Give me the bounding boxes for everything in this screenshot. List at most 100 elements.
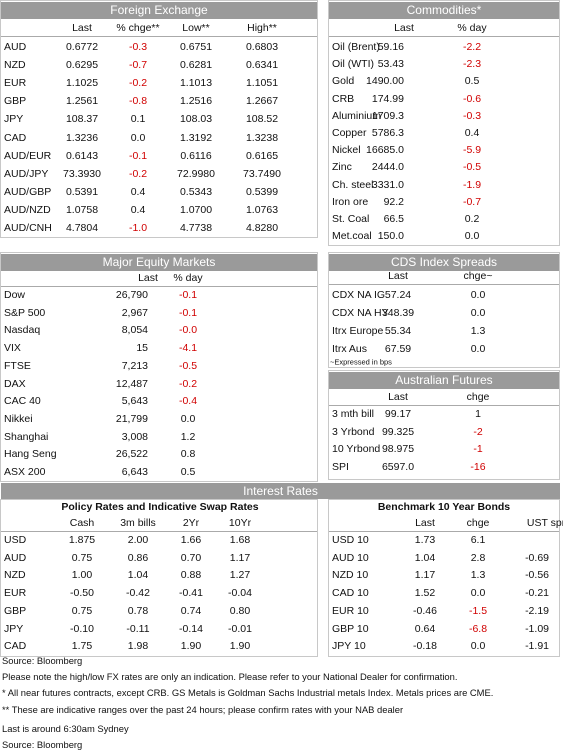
row-label: AUD/CNH (4, 222, 52, 234)
header-rule (329, 405, 559, 406)
footnote: Last is around 6:30am Sydney (2, 723, 129, 734)
cell-value: 0.0 (470, 587, 486, 600)
cell-value: 150.0 (377, 230, 404, 243)
column-header: 2Yr (182, 517, 200, 529)
row-label: S&P 500 (4, 306, 46, 319)
section-title: Foreign Exchange (1, 2, 317, 19)
row-label: USD 10 (332, 534, 369, 546)
row-label: 3 mth bill (332, 408, 375, 420)
cell-value: 4.7804 (65, 222, 99, 234)
cell-value: 348.39 (381, 307, 415, 319)
cell-value: 0.88 (180, 569, 202, 582)
column-header: Cash (69, 517, 95, 529)
cell-value: 1.1051 (245, 77, 279, 90)
cell-value: 57.24 (384, 289, 412, 301)
cell-value: 1.04 (414, 551, 436, 564)
row-label: Met.coal (332, 230, 372, 243)
cell-value: 4.7738 (179, 222, 213, 234)
cell-value: 12,487 (115, 377, 148, 390)
cell-value: 1.2516 (179, 95, 213, 108)
row-label: USD (4, 534, 27, 546)
cell-value: 59.16 (377, 41, 404, 53)
cell-value: 0.5399 (245, 185, 279, 198)
cell-value: -1.91 (525, 640, 549, 653)
cell-value: 0.1 (130, 113, 146, 126)
cell-value: -0.7 (462, 195, 482, 208)
cell-value: 21,799 (115, 412, 148, 425)
column-header: % chge** (116, 22, 160, 34)
cell-value: -0.1 (128, 149, 148, 162)
cell-value: 5,643 (121, 395, 148, 408)
cell-value: 0.6751 (179, 41, 213, 53)
cell-value: 0.0 (130, 131, 146, 144)
row-label: St. Coal (332, 213, 370, 225)
cell-value: 1.0700 (179, 203, 213, 216)
cell-value: 26,522 (115, 448, 148, 461)
row-label: CAD 10 (332, 587, 369, 600)
row-label: Nikkei (4, 412, 33, 425)
cell-value: 4.8280 (245, 222, 279, 234)
row-label: NZD (4, 59, 26, 72)
section-title: Australian Futures (329, 372, 559, 389)
cell-value: 2,967 (121, 306, 148, 319)
cell-value: -2 (473, 425, 483, 438)
cell-value: -0.50 (70, 587, 94, 600)
column-header: High** (247, 22, 277, 34)
row-label: Nickel (332, 144, 361, 157)
cell-value: 0.80 (229, 604, 251, 617)
column-header: UST sprd (526, 517, 563, 529)
cell-value: 1.3238 (245, 131, 279, 144)
cell-value: -0.46 (413, 604, 437, 617)
row-label: Aluminium (332, 109, 382, 122)
cell-value: 0.86 (127, 551, 149, 564)
column-header: % day (173, 272, 203, 284)
cell-value: -0.8 (128, 95, 148, 108)
cell-value: -16 (470, 460, 486, 473)
header-rule (329, 531, 559, 532)
cell-value: 1.0763 (245, 203, 279, 216)
cell-value: 0.4 (130, 185, 146, 198)
cell-value: 0.8 (180, 448, 196, 461)
cell-value: 0.0 (470, 289, 486, 301)
cell-value: 1.17 (229, 551, 251, 564)
cell-value: 1.00 (71, 569, 93, 582)
column-header: Last (388, 391, 408, 403)
cell-value: -0.04 (228, 587, 252, 600)
row-label: AUD 10 (332, 551, 369, 564)
row-label: JPY 10 (332, 640, 366, 653)
footnote: ** These are indicative ranges over the … (2, 704, 404, 715)
cell-value: -0.41 (179, 587, 203, 600)
cell-value: -2.3 (462, 58, 482, 71)
cell-value: 0.6772 (65, 41, 99, 53)
cell-value: 0.64 (414, 622, 436, 635)
cell-value: 1.0758 (65, 203, 99, 216)
cell-value: 0.5 (464, 75, 480, 88)
cell-value: -0.18 (413, 640, 437, 653)
row-label: AUD/EUR (4, 149, 52, 162)
cell-value: 2.00 (127, 534, 149, 546)
cell-value: 174.99 (371, 92, 404, 105)
cell-value: 0.2 (464, 213, 480, 225)
row-label: CDX NA IG (332, 289, 386, 301)
row-label: ASX 200 (4, 466, 46, 478)
row-label: VIX (4, 342, 21, 355)
cell-value: 0.4 (130, 203, 146, 216)
cell-value: 1.90 (180, 640, 202, 653)
row-label: 10 Yrbond (332, 443, 381, 455)
cell-value: -0.42 (126, 587, 150, 600)
cell-value: 1.2 (180, 430, 196, 443)
column-header: Last (72, 22, 92, 34)
footnote: Source: Bloomberg (2, 655, 83, 666)
cell-value: 1.3236 (65, 131, 99, 144)
cell-value: 1.3 (470, 325, 486, 337)
header-rule (1, 286, 317, 287)
cell-value: -0.5 (462, 161, 482, 174)
row-label: EUR (4, 77, 27, 90)
cell-value: 1.27 (229, 569, 251, 582)
cell-value: 0.74 (180, 604, 202, 617)
cell-value: 108.03 (179, 113, 213, 126)
cell-value: 0.6143 (65, 149, 99, 162)
cell-value: 1.52 (414, 587, 436, 600)
row-label: 3 Yrbond (332, 425, 375, 438)
